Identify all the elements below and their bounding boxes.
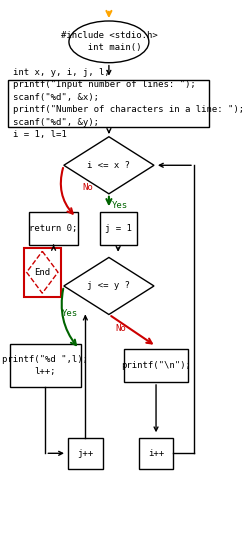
Text: End: End xyxy=(34,268,50,277)
Text: No: No xyxy=(82,183,93,192)
Text: j++: j++ xyxy=(77,449,93,458)
Bar xyxy=(10,344,81,387)
Text: return 0;: return 0; xyxy=(29,224,77,233)
Bar xyxy=(138,438,173,469)
Text: i++: i++ xyxy=(147,449,164,458)
Bar xyxy=(124,349,187,382)
Text: No: No xyxy=(115,324,125,333)
Text: printf("%d ",l);
l++;: printf("%d ",l); l++; xyxy=(2,355,88,376)
Text: printf("\n");: printf("\n"); xyxy=(121,361,190,370)
Text: Yes: Yes xyxy=(112,201,128,210)
Text: j = 1: j = 1 xyxy=(104,224,131,233)
Bar xyxy=(68,438,102,469)
Text: i <= x ?: i <= x ? xyxy=(87,161,130,170)
Text: j <= y ?: j <= y ? xyxy=(87,282,130,290)
Text: #include <stdio.h>
  int main(): #include <stdio.h> int main() xyxy=(60,31,157,52)
Bar xyxy=(24,248,60,297)
Text: int x, y, i, j, l;
printf("Input number of lines: ");
scanf("%d", &x);
printf("N: int x, y, i, j, l; printf("Input number … xyxy=(13,68,243,139)
Bar xyxy=(29,212,78,245)
Bar xyxy=(9,80,208,127)
Bar xyxy=(99,212,136,245)
Text: Yes: Yes xyxy=(61,309,78,318)
